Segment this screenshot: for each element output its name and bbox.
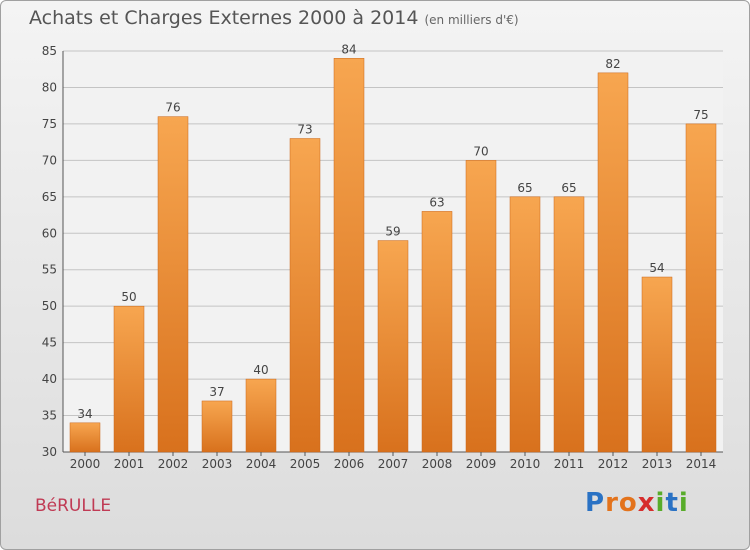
y-tick-label: 65 xyxy=(42,190,57,204)
data-label: 37 xyxy=(209,385,224,399)
data-label: 40 xyxy=(253,363,268,377)
y-tick-label: 80 xyxy=(42,80,57,94)
x-tick-label: 2012 xyxy=(598,457,629,471)
y-tick-label: 35 xyxy=(42,409,57,423)
logo-letter: r xyxy=(605,488,619,518)
logo-letter: x xyxy=(637,488,656,518)
y-tick-label: 45 xyxy=(42,336,57,350)
x-tick-label: 2009 xyxy=(466,457,497,471)
data-label: 65 xyxy=(517,181,532,195)
data-label: 82 xyxy=(605,57,620,71)
bar xyxy=(465,160,497,453)
y-tick-label: 55 xyxy=(42,263,57,277)
proxiti-logo[interactable]: Proxiti xyxy=(585,488,689,518)
x-tick-label: 2000 xyxy=(70,457,101,471)
x-tick-label: 2003 xyxy=(202,457,233,471)
bar xyxy=(201,400,233,453)
chart-title: Achats et Charges Externes 2000 à 2014 (e… xyxy=(29,7,519,29)
data-label: 59 xyxy=(385,225,400,239)
bar xyxy=(113,305,145,453)
y-tick-label: 50 xyxy=(42,299,57,313)
data-label: 34 xyxy=(77,407,92,421)
x-tick-label: 2007 xyxy=(378,457,409,471)
data-label: 65 xyxy=(561,181,576,195)
bar xyxy=(421,211,453,453)
data-label: 73 xyxy=(297,122,312,136)
x-tick-label: 2005 xyxy=(290,457,321,471)
y-tick-label: 60 xyxy=(42,226,57,240)
data-label: 54 xyxy=(649,261,664,275)
bar xyxy=(289,138,321,453)
x-tick-label: 2010 xyxy=(510,457,541,471)
logo-letter: o xyxy=(618,488,638,518)
data-label: 75 xyxy=(693,108,708,122)
y-tick-label: 70 xyxy=(42,153,57,167)
commune-name: BéRULLE xyxy=(35,496,112,516)
y-tick-label: 85 xyxy=(42,44,57,58)
data-label: 84 xyxy=(341,42,356,56)
logo-letter: P xyxy=(585,488,606,518)
bar xyxy=(597,72,629,453)
y-tick-label: 40 xyxy=(42,372,57,386)
x-tick-label: 2006 xyxy=(334,457,365,471)
data-label: 50 xyxy=(121,290,136,304)
x-tick-label: 2002 xyxy=(158,457,189,471)
x-tick-label: 2011 xyxy=(554,457,585,471)
bar xyxy=(553,196,585,453)
data-label: 70 xyxy=(473,144,488,158)
bar xyxy=(157,116,189,453)
y-tick-label: 30 xyxy=(42,445,57,459)
logo-letter: i xyxy=(655,488,666,518)
bar xyxy=(245,378,277,453)
x-tick-label: 2004 xyxy=(246,457,277,471)
x-tick-label: 2008 xyxy=(422,457,453,471)
bar xyxy=(641,276,673,453)
x-tick-label: 2001 xyxy=(114,457,145,471)
logo-letter: i xyxy=(678,488,689,518)
bar xyxy=(69,422,101,453)
logo-letter: t xyxy=(665,488,679,518)
bar xyxy=(333,58,365,453)
chart-subtitle: (en milliers d'€) xyxy=(424,13,519,27)
bar xyxy=(685,123,717,453)
x-tick-label: 2014 xyxy=(686,457,717,471)
data-label: 63 xyxy=(429,195,444,209)
bar xyxy=(377,240,409,453)
data-label: 76 xyxy=(165,101,180,115)
x-tick-label: 2013 xyxy=(642,457,673,471)
y-tick-label: 75 xyxy=(42,117,57,131)
bar xyxy=(509,196,541,453)
